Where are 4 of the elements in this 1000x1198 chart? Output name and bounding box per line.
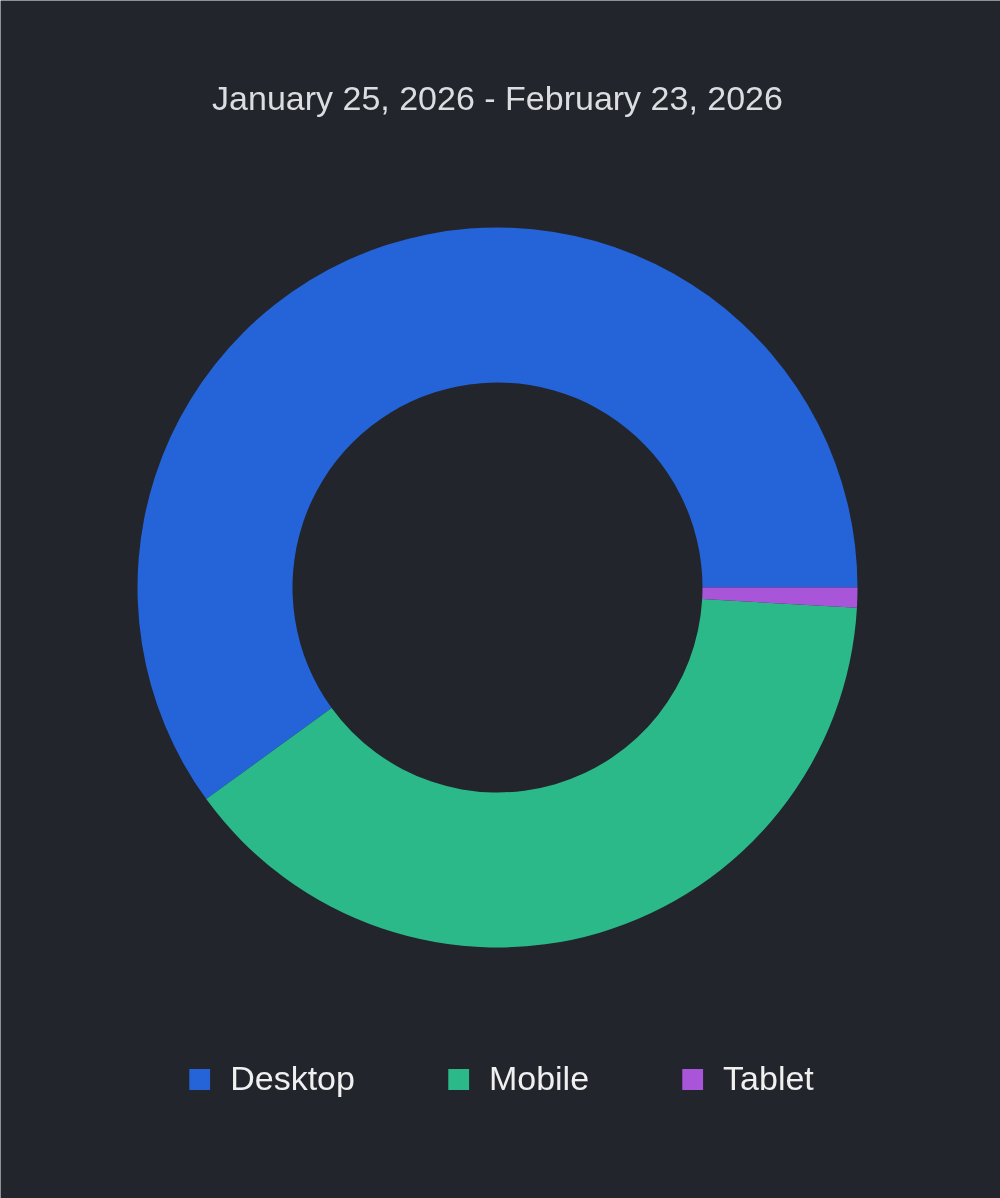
chart-title: January 25, 2026 - February 23, 2026 [212,78,783,117]
legend-label: Tablet [723,1059,814,1098]
legend-label: Desktop [230,1059,355,1098]
legend-label: Mobile [488,1059,590,1098]
